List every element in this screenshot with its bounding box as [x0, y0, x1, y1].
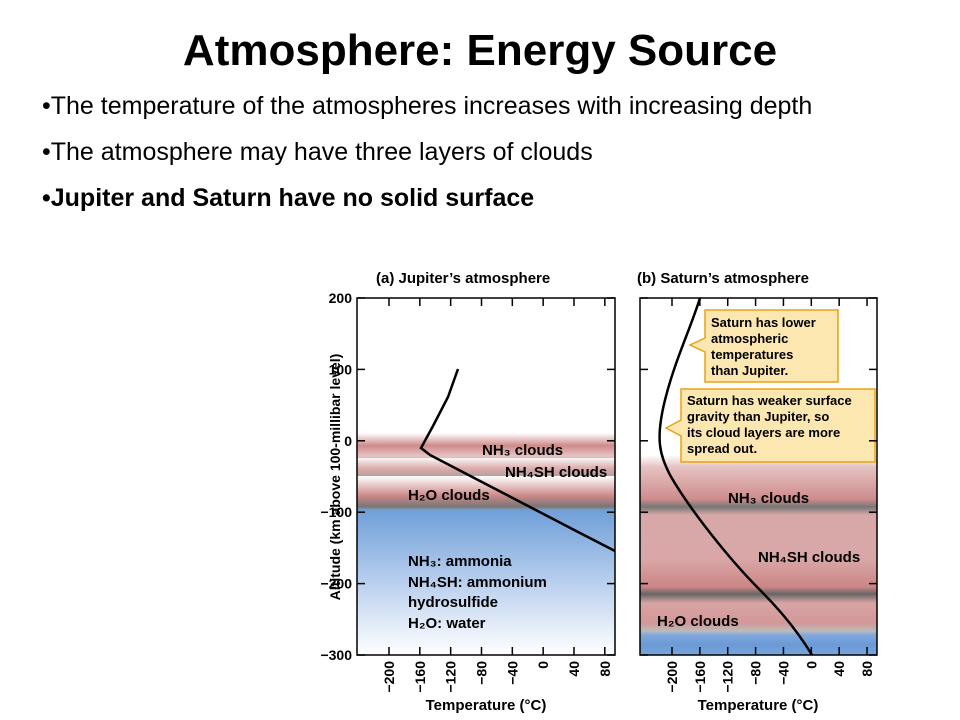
y-tick-label: 0: [344, 433, 352, 449]
panel-b-cloud-label-2: NH₄SH clouds: [758, 549, 860, 566]
callout-1-line-3: temperatures: [711, 347, 793, 362]
legend-line-1: NH₃: ammonia: [408, 553, 512, 570]
y-tick-label: 200: [329, 290, 353, 306]
legend-line-4: H₂O: water: [408, 615, 486, 632]
callout-1-line-2: atmospheric: [711, 331, 788, 346]
callout-2-line-1: Saturn has weaker surface: [687, 393, 852, 408]
callout-1-box: [688, 309, 839, 383]
callout-1-line-4: than Jupiter.: [711, 363, 788, 378]
bullet-1: •The temperature of the atmospheres incr…: [42, 92, 813, 120]
y-tick-label: −100: [320, 504, 352, 520]
x-tick-label-b: 80: [859, 661, 875, 677]
panel-a-frame: [356, 297, 616, 656]
x-tick-label-b: −200: [664, 661, 680, 693]
bullet-2: •The atmosphere may have three layers of…: [42, 138, 593, 166]
y-tick-label: −300: [320, 647, 352, 663]
x-tick-label-a: −40: [504, 661, 520, 685]
panel-b-temperature-curve: [658, 297, 814, 656]
panel-a-cloud-label-1: NH₃ clouds: [482, 442, 563, 459]
panel-b-cloud-label-1: NH₃ clouds: [728, 490, 809, 507]
bullet-3: •Jupiter and Saturn have no solid surfac…: [42, 184, 535, 212]
legend-line-2: NH₄SH: ammonium: [408, 574, 547, 591]
x-tick-label-a: 80: [597, 661, 613, 677]
callout-2-line-2: gravity than Jupiter, so: [687, 409, 829, 424]
panel-b-heading: (b) Saturn’s atmosphere: [637, 270, 809, 287]
x-tick-label-a: −80: [473, 661, 489, 685]
x-axis-label-b: Temperature (°C): [698, 697, 819, 714]
x-tick-label-b: −160: [692, 661, 708, 693]
y-axis-label: Altitude (km above 100-millibar level): [327, 354, 343, 601]
slide-title: Atmosphere: Energy Source: [182, 26, 778, 75]
callout-2-box: [664, 388, 876, 463]
panel-a-cloud-label-2: NH₄SH clouds: [505, 464, 607, 481]
callout-2-line-3: its cloud layers are more: [687, 425, 840, 440]
y-tick-label: 100: [329, 361, 353, 377]
callout-1-line-1: Saturn has lower: [711, 315, 816, 330]
x-axis-label-a: Temperature (°C): [426, 697, 547, 714]
x-tick-label-a: 40: [566, 661, 582, 677]
panel-a-temperature-curve: [419, 368, 616, 553]
x-tick-label-b: 40: [831, 661, 847, 677]
legend-line-3: hydrosulfide: [408, 594, 498, 611]
x-tick-label-b: −120: [720, 661, 736, 693]
x-tick-label-b: 0: [803, 661, 819, 669]
x-tick-label-b: −40: [775, 661, 791, 685]
panel-a-h2o-band: [357, 476, 615, 512]
x-tick-label-a: −200: [381, 661, 397, 693]
x-tick-label-a: −120: [443, 661, 459, 693]
panel-b-cloud-label-3: H₂O clouds: [657, 613, 739, 630]
axis-ticks: 200 100 0 −100 −200 −300 −200 −160 −120 −80 −40 0 40…: [320, 290, 877, 693]
x-tick-label-a: −160: [412, 661, 428, 693]
panel-a-water-layer: [357, 510, 615, 655]
bullet-list: •The temperature of the atmospheres incr…: [42, 92, 922, 230]
panel-b: NH₃ clouds NH₄SH clouds H₂O clouds Satur…: [639, 297, 878, 656]
panel-a-cloud-label-3: H₂O clouds: [408, 487, 490, 504]
panel-b-frame: [639, 297, 878, 656]
y-tick-label: −200: [320, 576, 352, 592]
panel-a-heading: (a) Jupiter’s atmosphere: [376, 270, 550, 287]
x-tick-label-b: −80: [748, 661, 764, 685]
panel-a: NH₃ clouds NH₄SH clouds H₂O clouds NH₃: …: [356, 297, 616, 656]
callout-2-line-4: spread out.: [687, 441, 757, 456]
x-tick-label-a: 0: [535, 661, 551, 669]
